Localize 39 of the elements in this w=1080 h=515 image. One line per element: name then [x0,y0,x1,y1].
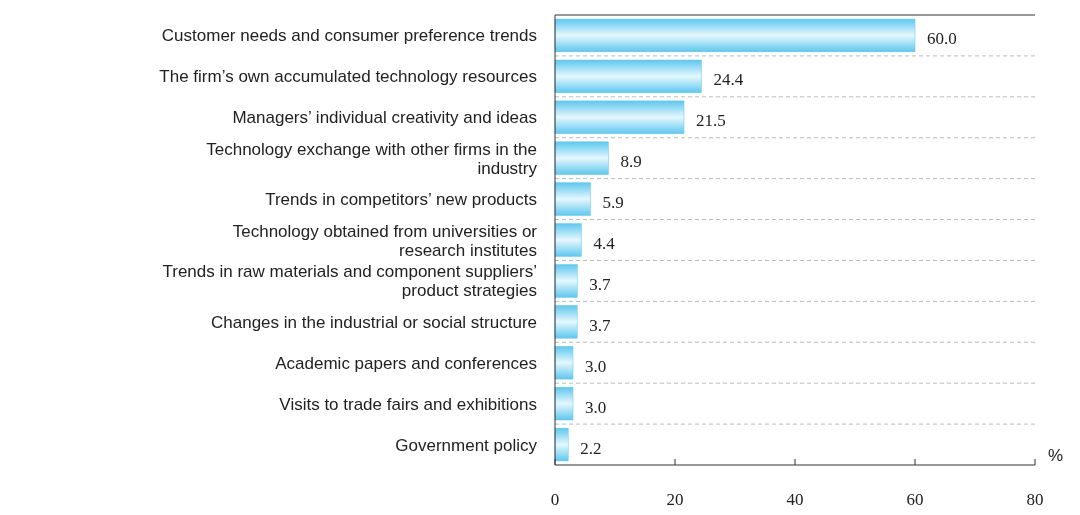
y-tick-label: Changes in the industrial or social structure [211,312,537,332]
bar [554,427,569,462]
y-tick-label: Government policy [395,435,538,455]
bar [554,182,591,216]
bar [554,59,702,93]
data-label: 3.0 [585,397,607,417]
bar [554,100,685,134]
x-tick-label: 20 [666,490,684,509]
data-label: 8.9 [620,152,642,172]
bar [554,223,582,257]
data-label: 3.7 [589,315,611,335]
data-label: 60.0 [927,29,957,49]
x-axis-title: % [1048,446,1064,465]
data-label: 21.5 [696,111,726,131]
y-tick-label: Visits to trade fairs and exhibitions [279,394,537,414]
bar [554,305,578,339]
y-tick-label: Technology obtained from universities or research institutes [232,221,538,260]
x-tick-label: 0 [550,490,560,509]
data-label: 3.0 [585,356,607,376]
data-label: 3.7 [589,274,611,294]
bar [554,346,574,380]
x-tick-label: 40 [786,490,804,509]
x-tick-label: 60 [906,490,924,509]
y-tick-label: Managers’ individual creativity and ideas [232,108,537,128]
y-tick-label: Trends in competitors’ new products [265,190,537,210]
bar [554,264,578,298]
bar [554,387,574,421]
x-tick-label: 80 [1026,490,1044,509]
y-tick-label: Academic papers and conferences [275,353,537,373]
y-tick-label: Trends in raw materials and component suppliers’ product strategies [162,262,537,301]
data-label: 24.4 [713,70,744,90]
bar [554,141,609,175]
y-tick-label: The firm’s own accumulated technology resources [159,67,537,87]
bar [554,18,916,53]
data-label: 2.2 [580,438,602,458]
data-label: 4.4 [593,234,616,253]
data-label: 5.9 [602,193,624,213]
y-tick-label: Customer needs and consumer preference trends [161,26,537,46]
y-tick-label: Technology exchange with other firms in the industry [206,139,538,178]
